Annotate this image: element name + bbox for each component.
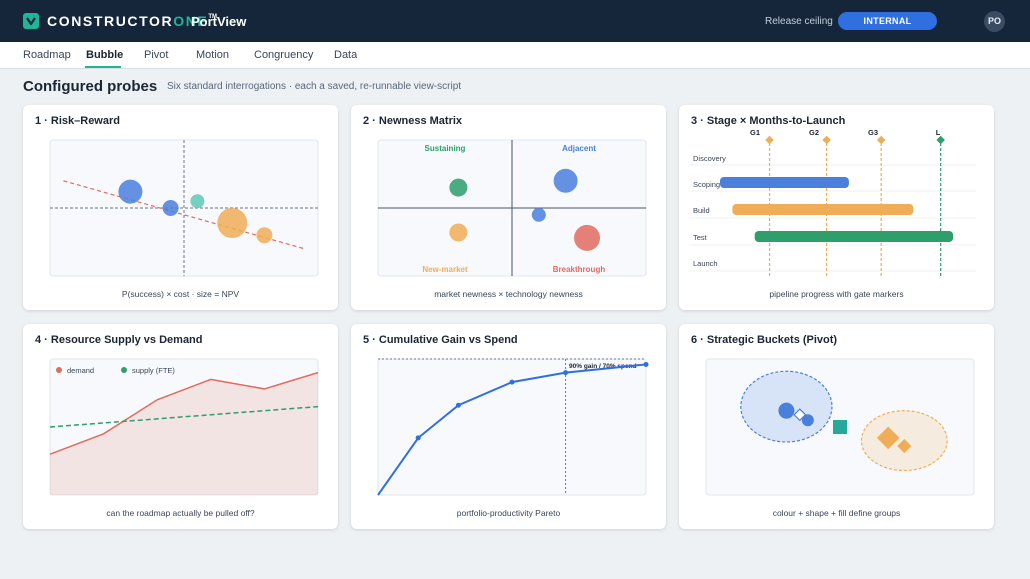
bubble-point bbox=[256, 227, 273, 244]
probe-card-supply-demand[interactable]: 4 · Resource Supply vs Demand demand sup… bbox=[23, 324, 338, 529]
card-title: 2 · Newness Matrix bbox=[363, 115, 463, 127]
risk-reward-chart bbox=[49, 139, 319, 277]
gain-point bbox=[563, 370, 569, 376]
card-title: 1 · Risk–Reward bbox=[35, 115, 120, 127]
gate-marker bbox=[876, 135, 886, 145]
demand-line bbox=[49, 371, 319, 455]
card-title: 4 · Resource Supply vs Demand bbox=[35, 334, 203, 346]
bubble-point bbox=[217, 207, 248, 238]
card-caption: P(success) × cost · size = NPV bbox=[121, 289, 240, 299]
card-caption: pipeline progress with gate markers bbox=[769, 289, 904, 299]
stage-label-build: Build bbox=[693, 206, 710, 215]
bubble-point bbox=[531, 207, 546, 222]
card-title: 3 · Stage × Months-to-Launch bbox=[691, 115, 846, 127]
pareto-annotation: 90% gain / 70% spend bbox=[569, 363, 637, 370]
gate-label-l: L bbox=[936, 128, 941, 137]
bubble-point bbox=[190, 194, 205, 209]
brand-accent: ONE bbox=[173, 13, 209, 29]
quadrant-label-new-market: New-market bbox=[422, 265, 468, 274]
quadrant-label-breakthrough: Breakthrough bbox=[553, 265, 606, 274]
release-ceiling-label: Release ceiling bbox=[765, 16, 833, 27]
bucket-square-marker bbox=[833, 420, 847, 434]
stage-label-launch: Launch bbox=[693, 259, 718, 268]
gate-marker bbox=[822, 135, 831, 145]
bucket-circle-marker bbox=[778, 402, 795, 419]
tab-data[interactable]: Data bbox=[334, 49, 358, 61]
demand-area bbox=[50, 372, 318, 495]
probe-card-risk-reward[interactable]: 1 · Risk–Reward P(success) × cost · size… bbox=[23, 105, 338, 310]
legend-supply-swatch bbox=[121, 367, 127, 373]
tab-roadmap[interactable]: Roadmap bbox=[23, 49, 71, 61]
probe-card-newness-matrix[interactable]: 2 · Newness Matrix Sustaining Adjacent N… bbox=[351, 105, 666, 310]
bubble-point bbox=[162, 200, 179, 216]
stage-progress-bar bbox=[719, 177, 849, 188]
probe-card-gain-spend[interactable]: 5 · Cumulative Gain vs Spend 90% gain / … bbox=[351, 324, 666, 529]
brand-main: CONSTRUCTOR bbox=[47, 13, 174, 29]
product-name: PortView bbox=[191, 14, 247, 29]
page-subtitle: Six standard interrogations · each a sav… bbox=[167, 81, 462, 92]
stage-label-discovery: Discovery bbox=[693, 154, 726, 163]
gate-marker bbox=[936, 135, 945, 145]
gate-marker bbox=[765, 135, 774, 145]
active-tab-indicator bbox=[85, 66, 121, 68]
stage-progress-bar bbox=[732, 204, 914, 215]
gate-label-g2: G2 bbox=[809, 128, 819, 137]
bubble-point bbox=[574, 224, 601, 251]
card-caption: can the roadmap actually be pulled off? bbox=[106, 508, 255, 518]
probe-card-stage-launch[interactable]: 3 · Stage × Months-to-Launch Discovery S… bbox=[679, 105, 994, 310]
legend-demand-label: demand bbox=[67, 366, 94, 375]
quadrant-label-sustaining: Sustaining bbox=[425, 144, 466, 153]
bubble-point bbox=[449, 178, 468, 197]
tab-motion[interactable]: Motion bbox=[196, 49, 230, 61]
logo-badge-icon bbox=[23, 13, 39, 29]
card-caption: colour + shape + fill define groups bbox=[772, 508, 901, 518]
bubble-point bbox=[118, 179, 143, 204]
card-caption: market newness × technology newness bbox=[434, 289, 583, 299]
gain-point bbox=[455, 402, 461, 408]
legend-supply-label: supply (FTE) bbox=[132, 366, 175, 375]
tab-congruency[interactable]: Congruency bbox=[254, 49, 314, 61]
bucket-circle-marker bbox=[801, 414, 814, 427]
gain-point bbox=[643, 361, 649, 367]
gain-curve bbox=[377, 363, 647, 496]
stage-label-test: Test bbox=[693, 233, 708, 242]
card-title: 5 · Cumulative Gain vs Spend bbox=[363, 334, 518, 346]
view-tab-bar: Roadmap Bubble Pivot Motion Congruency D… bbox=[0, 42, 1030, 69]
gate-label-g1: G1 bbox=[750, 128, 760, 137]
legend-demand-swatch bbox=[56, 367, 62, 373]
gain-point bbox=[415, 435, 421, 441]
probe-card-strategic-buckets[interactable]: 6 · Strategic Buckets (Pivot) colour + s… bbox=[679, 324, 994, 529]
release-ceiling-button[interactable]: INTERNAL bbox=[838, 12, 937, 30]
tab-pivot[interactable]: Pivot bbox=[144, 49, 169, 61]
strategic-buckets-chart bbox=[705, 358, 975, 496]
brand-wordmark: CONSTRUCTORONETM bbox=[47, 13, 217, 29]
stage-label-scoping: Scoping bbox=[693, 180, 720, 189]
supply-line bbox=[49, 405, 319, 428]
quadrant-label-adjacent: Adjacent bbox=[562, 144, 596, 153]
card-title: 6 · Strategic Buckets (Pivot) bbox=[691, 334, 838, 346]
bubble-point bbox=[449, 223, 468, 242]
user-avatar[interactable]: PO bbox=[984, 11, 1005, 32]
tab-bubble[interactable]: Bubble bbox=[86, 49, 124, 61]
gate-label-g3: G3 bbox=[868, 128, 878, 137]
page-title: Configured probes bbox=[23, 78, 158, 95]
stage-launch-chart: Discovery Scoping Build Test Launch G1 G… bbox=[689, 128, 976, 276]
stage-progress-bar bbox=[754, 231, 954, 242]
newness-matrix-chart: Sustaining Adjacent New-market Breakthro… bbox=[377, 139, 647, 277]
top-nav-bar: CONSTRUCTORONETM PortView Release ceilin… bbox=[0, 0, 1030, 42]
card-caption: portfolio-productivity Pareto bbox=[456, 508, 561, 518]
brand-trademark: TM bbox=[208, 14, 218, 20]
bucket-diamond-marker bbox=[897, 438, 912, 454]
plot-area bbox=[377, 358, 647, 496]
gain-point bbox=[509, 379, 515, 385]
supply-demand-chart: demand supply (FTE) bbox=[49, 358, 319, 496]
gain-spend-chart: 90% gain / 70% spend bbox=[377, 358, 649, 496]
bubble-point bbox=[553, 168, 578, 193]
